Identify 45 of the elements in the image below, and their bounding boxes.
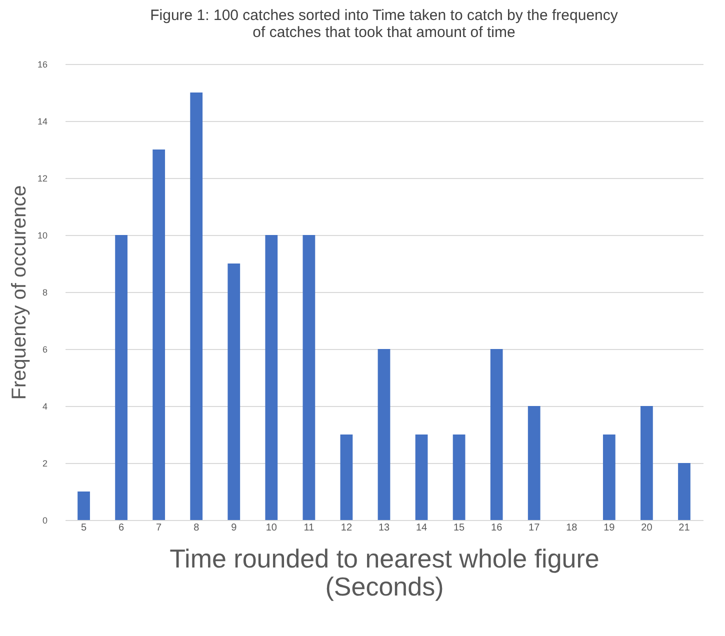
x-tick-label: 14 [416,522,428,534]
x-tick-label: 6 [118,522,125,534]
bar [452,434,466,520]
bar [190,92,203,520]
bar [378,349,390,520]
y-tick-label: 6 [42,344,48,354]
y-tick-label: 4 [42,402,48,412]
x-tick-label: 9 [231,522,238,534]
x-tick-label: 12 [340,522,352,534]
chart-title: Figure 1: 100 catches sorted into Time taken to catch by the frequency of catches that took that amount of time [150,7,618,41]
y-tick-label: 10 [37,230,48,240]
x-tick-label: 18 [566,522,578,534]
y-tick-label: 16 [37,60,48,70]
x-tick-label: 5 [80,522,87,534]
bar [340,434,353,520]
bar [302,235,316,520]
x-tick-label: 19 [604,522,616,534]
bar [528,406,540,520]
y-tick-label: 12 [37,174,48,184]
bar [228,264,240,520]
y-axis-title: Frequency of occurence [8,185,30,400]
bar [415,434,428,520]
x-tick-label: 17 [528,522,540,534]
x-tick-label: 7 [156,522,162,534]
bar [640,406,653,520]
x-tick-label: 21 [678,522,690,534]
x-axis-title: Time rounded to nearest whole figure (Seconds) [170,544,600,602]
bar [490,349,503,520]
x-tick-label: 20 [641,522,653,534]
x-tick-label: 11 [304,522,315,534]
bar [678,463,690,520]
y-tick-label: 2 [42,458,48,468]
y-tick-label: 14 [37,116,48,126]
y-tick-label: 0 [42,516,48,526]
x-tick-label: 13 [378,522,390,534]
x-tick-label: 16 [491,522,503,534]
x-tick-label: 8 [194,522,200,534]
bar [265,235,278,520]
bar [602,434,616,520]
bar [152,150,166,520]
bar [115,235,128,520]
x-tick-label: 15 [453,522,466,534]
bar [78,492,90,520]
y-tick-label: 8 [42,288,48,298]
x-tick-label: 10 [266,522,278,534]
